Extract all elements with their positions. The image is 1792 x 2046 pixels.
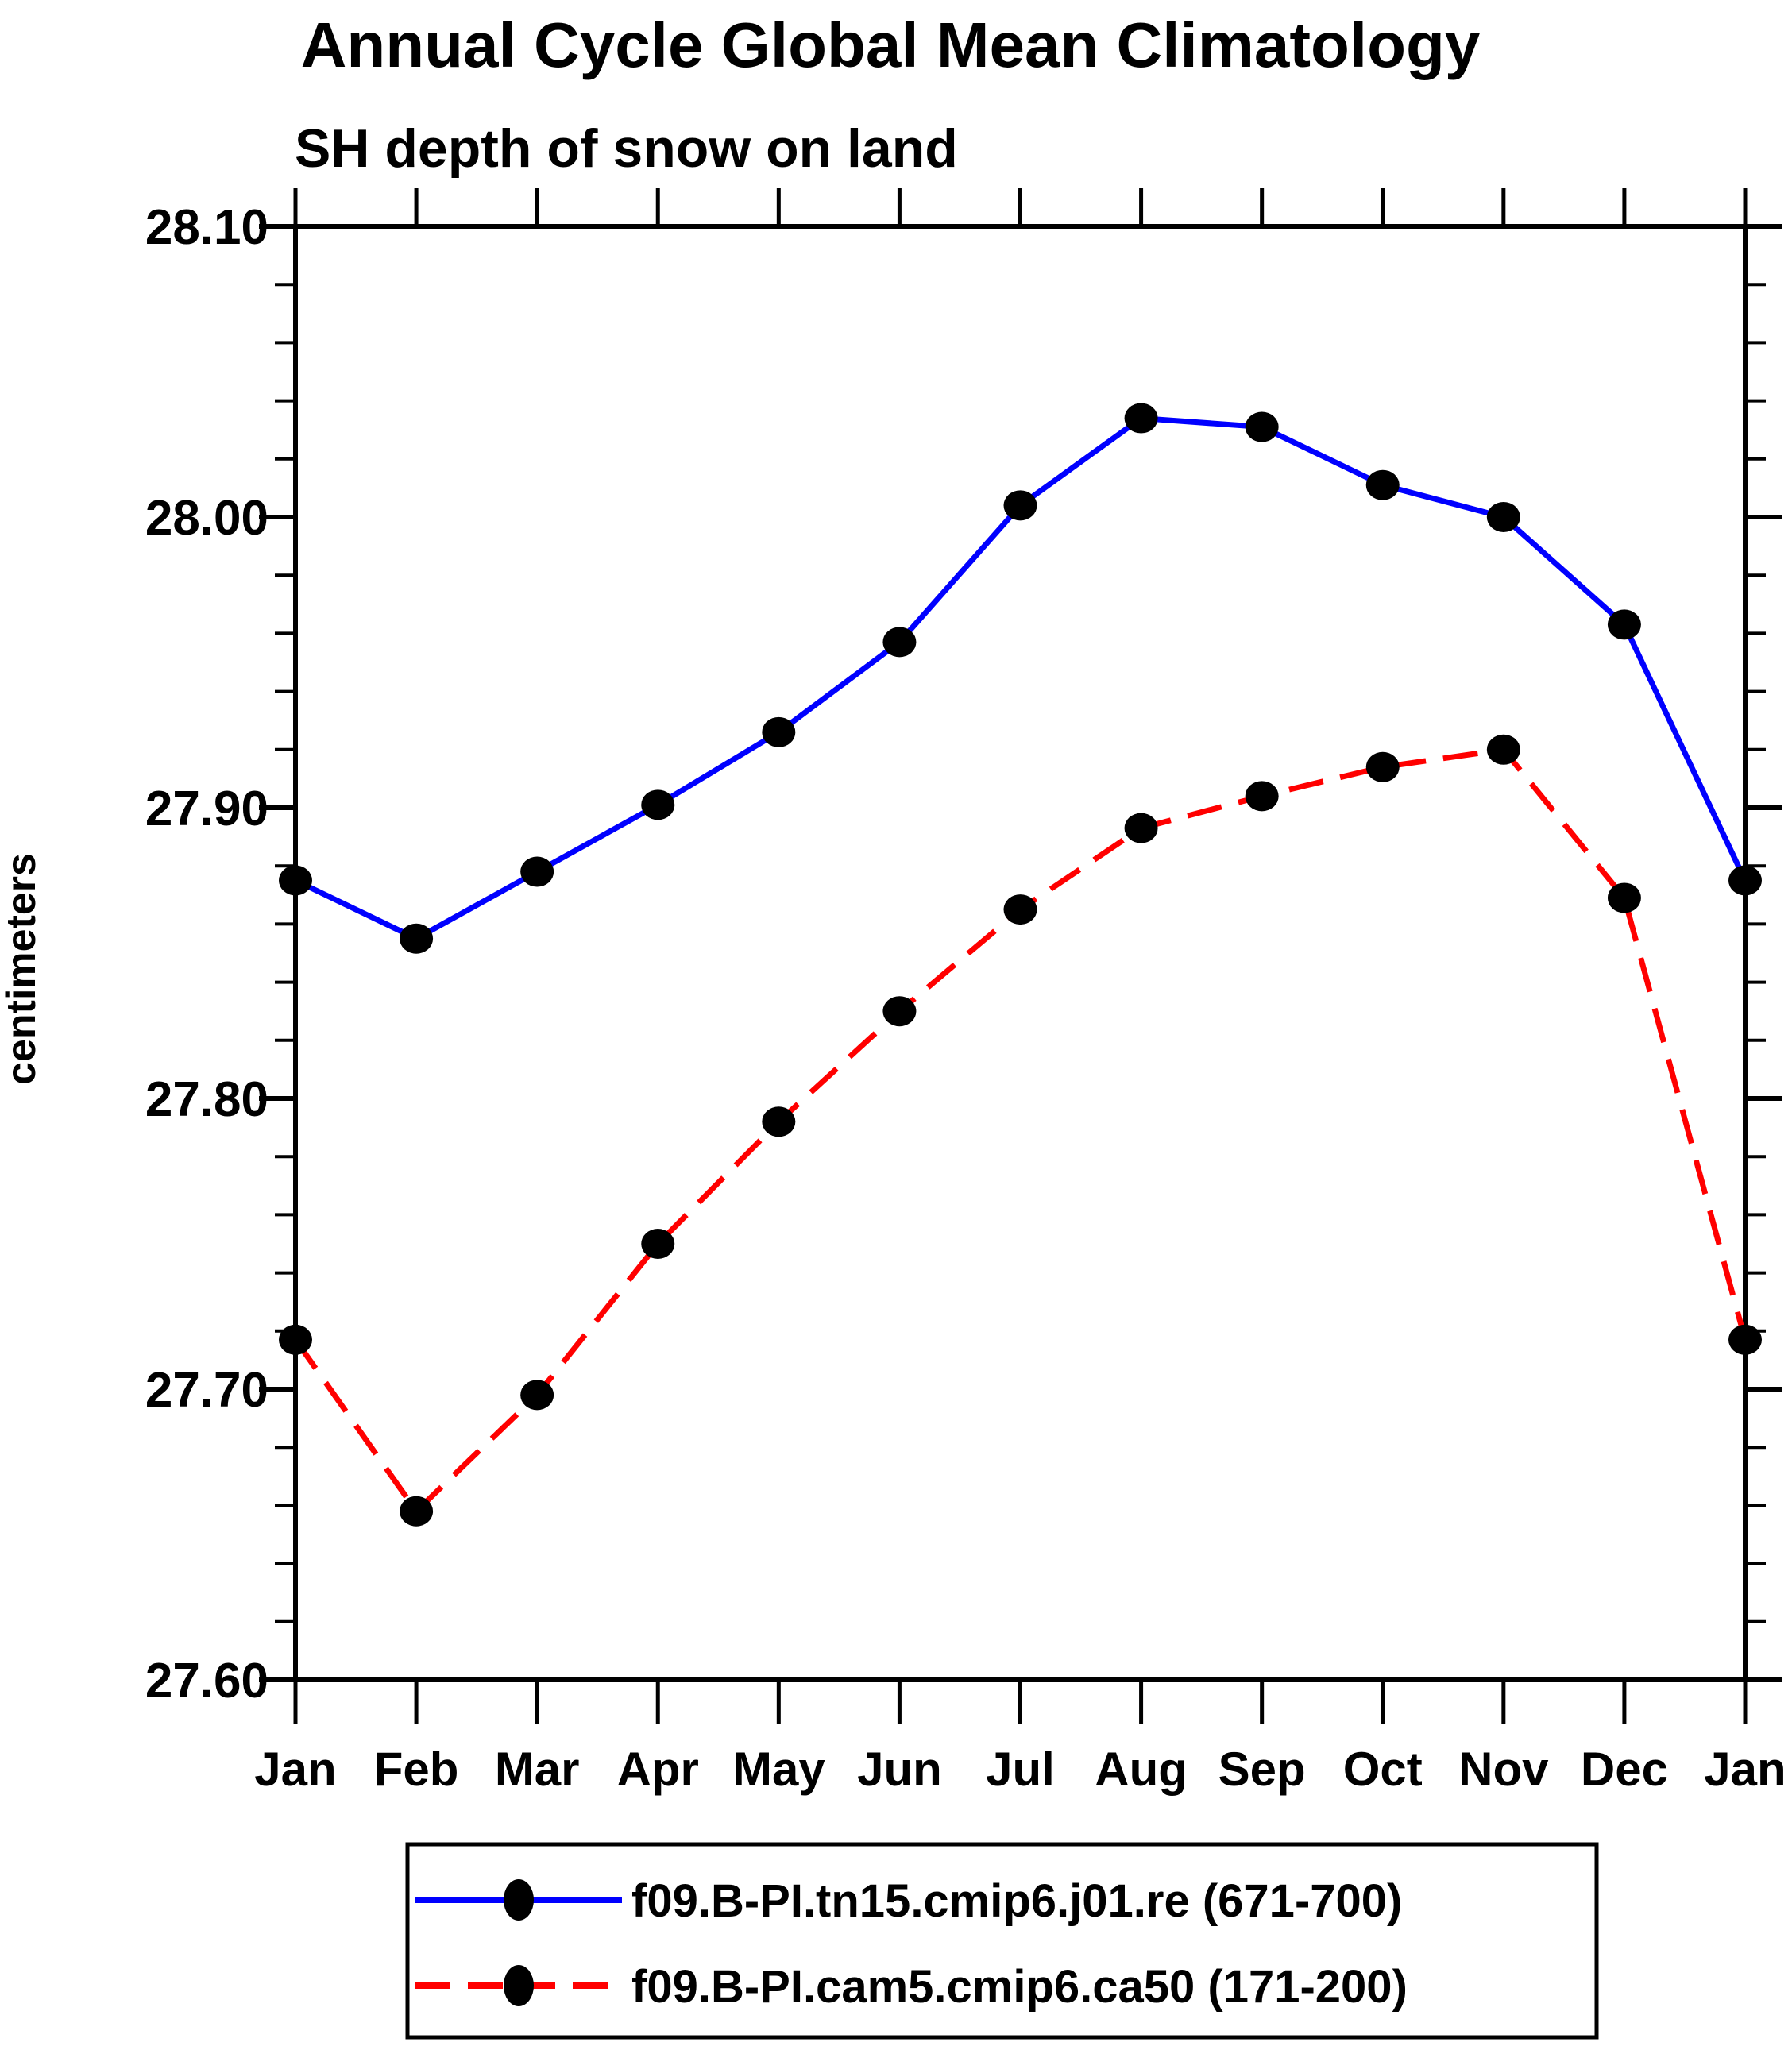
data-point-marker xyxy=(641,789,675,820)
legend: f09.B-PI.tn15.cmip6.j01.re (671-700) f09… xyxy=(405,1842,1599,2040)
data-point-marker xyxy=(1003,490,1037,521)
y-tick-label: 27.70 xyxy=(145,1363,268,1418)
x-tick-label: Jan xyxy=(254,1743,336,1796)
x-tick-label: Dec xyxy=(1581,1743,1668,1796)
chart-subtitle: SH depth of snow on land xyxy=(295,118,958,179)
data-point-marker xyxy=(1124,403,1158,434)
x-tick-label: May xyxy=(732,1743,825,1796)
y-tick-label: 28.00 xyxy=(145,491,268,546)
data-point-marker xyxy=(1486,502,1520,532)
y-axis-label: centimeters xyxy=(0,853,44,1085)
x-tick-label: Feb xyxy=(374,1743,459,1796)
y-tick-label: 27.60 xyxy=(145,1654,268,1708)
data-point-marker xyxy=(1607,609,1641,640)
data-point-marker xyxy=(1607,882,1641,913)
data-point-marker xyxy=(400,923,434,954)
x-tick-label: Jun xyxy=(857,1743,942,1796)
data-point-marker xyxy=(1486,734,1520,765)
x-tick-label: Sep xyxy=(1218,1743,1306,1796)
legend-marker-icon xyxy=(504,1965,534,2006)
x-tick-label: Apr xyxy=(617,1743,699,1796)
data-point-marker xyxy=(1365,469,1400,500)
x-tick-label: Jan xyxy=(1704,1743,1786,1796)
legend-box xyxy=(405,1842,1599,2040)
data-point-marker xyxy=(882,996,917,1027)
data-point-marker xyxy=(279,865,312,896)
data-point-marker xyxy=(520,856,554,887)
data-point-marker xyxy=(279,1324,312,1355)
x-tick-label: Aug xyxy=(1095,1743,1188,1796)
data-point-marker xyxy=(1245,411,1279,442)
legend-marker-icon xyxy=(504,1879,534,1921)
data-point-marker xyxy=(1365,751,1400,782)
data-point-marker xyxy=(641,1229,675,1259)
data-point-marker xyxy=(1728,1324,1762,1355)
y-tick-label: 28.10 xyxy=(145,200,268,255)
data-point-marker xyxy=(882,627,917,658)
series-line-2 xyxy=(293,747,1748,1516)
data-point-marker xyxy=(1245,781,1279,812)
data-point-marker xyxy=(400,1496,434,1527)
x-tick-label: Nov xyxy=(1458,1743,1549,1796)
data-point-marker xyxy=(520,1380,554,1411)
y-tick-label: 27.90 xyxy=(145,782,268,836)
data-point-marker xyxy=(1003,894,1037,925)
y-tick-label: 27.80 xyxy=(145,1072,268,1127)
x-tick-label: Jul xyxy=(986,1743,1055,1796)
x-tick-label: Oct xyxy=(1343,1743,1423,1796)
legend-label-series2: f09.B-PI.cam5.cmip6.ca50 (171-200) xyxy=(631,1961,1408,2013)
chart-title: Annual Cycle Global Mean Climatology xyxy=(301,10,1481,80)
data-point-marker xyxy=(762,1106,796,1137)
plot-frame xyxy=(293,224,1748,1682)
x-tick-label: Mar xyxy=(495,1743,580,1796)
data-point-marker xyxy=(762,716,796,747)
data-point-marker xyxy=(1728,865,1762,896)
legend-label-series1: f09.B-PI.tn15.cmip6.j01.re (671-700) xyxy=(631,1875,1402,1927)
data-point-marker xyxy=(1124,813,1158,843)
